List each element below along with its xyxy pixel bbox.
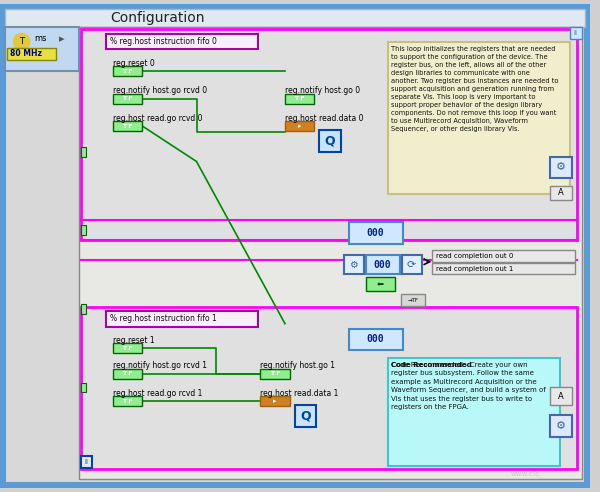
FancyBboxPatch shape bbox=[80, 383, 86, 393]
Text: This loop initializes the registers that are needed
to support the configuration: This loop initializes the registers that… bbox=[391, 46, 559, 131]
FancyBboxPatch shape bbox=[260, 397, 290, 406]
FancyBboxPatch shape bbox=[79, 27, 581, 479]
FancyBboxPatch shape bbox=[5, 9, 584, 483]
FancyBboxPatch shape bbox=[80, 456, 92, 468]
Text: % reg.host instruction fifo 1: % reg.host instruction fifo 1 bbox=[110, 314, 217, 323]
Text: 000: 000 bbox=[373, 260, 391, 270]
FancyBboxPatch shape bbox=[80, 147, 86, 156]
FancyBboxPatch shape bbox=[349, 222, 403, 244]
FancyBboxPatch shape bbox=[113, 369, 142, 379]
Text: Configuration: Configuration bbox=[110, 11, 205, 25]
Text: reg.reset 0: reg.reset 0 bbox=[113, 59, 155, 68]
Text: 80 MHz: 80 MHz bbox=[10, 49, 42, 58]
FancyBboxPatch shape bbox=[80, 29, 577, 240]
FancyBboxPatch shape bbox=[401, 294, 425, 306]
FancyBboxPatch shape bbox=[344, 255, 364, 275]
Text: ▸: ▸ bbox=[59, 33, 65, 44]
Text: →TF: →TF bbox=[407, 298, 418, 303]
Text: Code Recommended - Create your own
register bus subsystem. Follow the same
examp: Code Recommended - Create your own regis… bbox=[391, 362, 546, 410]
Text: ▸: ▸ bbox=[274, 398, 277, 404]
Text: reg.notify host.go rcvd 1: reg.notify host.go rcvd 1 bbox=[113, 361, 207, 370]
Text: II: II bbox=[85, 459, 88, 465]
FancyBboxPatch shape bbox=[285, 121, 314, 131]
Circle shape bbox=[14, 34, 29, 50]
Text: read completion out 1: read completion out 1 bbox=[436, 266, 514, 272]
Text: T F: T F bbox=[122, 68, 133, 74]
Text: T F: T F bbox=[270, 371, 280, 376]
Text: www.ele: www.ele bbox=[511, 471, 541, 477]
Text: reg.host read.data 1: reg.host read.data 1 bbox=[260, 389, 339, 398]
Text: II: II bbox=[574, 30, 578, 36]
FancyBboxPatch shape bbox=[113, 343, 142, 353]
FancyBboxPatch shape bbox=[2, 6, 587, 486]
Text: T F: T F bbox=[122, 346, 133, 351]
Text: T F: T F bbox=[122, 123, 133, 128]
FancyBboxPatch shape bbox=[365, 255, 400, 275]
FancyBboxPatch shape bbox=[570, 27, 581, 39]
Text: T F: T F bbox=[122, 399, 133, 404]
Text: ⚙: ⚙ bbox=[349, 260, 358, 270]
Text: reg.host read.go rcvd 0: reg.host read.go rcvd 0 bbox=[113, 114, 202, 123]
FancyBboxPatch shape bbox=[5, 27, 79, 71]
FancyBboxPatch shape bbox=[80, 307, 577, 469]
FancyBboxPatch shape bbox=[260, 369, 290, 379]
FancyBboxPatch shape bbox=[113, 93, 142, 103]
Text: T: T bbox=[19, 37, 24, 46]
FancyBboxPatch shape bbox=[113, 397, 142, 406]
Text: Q: Q bbox=[300, 409, 311, 423]
Text: read completion out 0: read completion out 0 bbox=[436, 253, 514, 259]
Text: T F: T F bbox=[295, 96, 305, 101]
Text: 000: 000 bbox=[367, 228, 384, 238]
FancyBboxPatch shape bbox=[113, 121, 142, 131]
FancyBboxPatch shape bbox=[550, 415, 572, 436]
FancyBboxPatch shape bbox=[388, 358, 560, 466]
FancyBboxPatch shape bbox=[349, 329, 403, 350]
Text: reg.host read.go rcvd 1: reg.host read.go rcvd 1 bbox=[113, 389, 202, 398]
Text: A: A bbox=[558, 188, 564, 197]
FancyBboxPatch shape bbox=[295, 405, 316, 427]
FancyBboxPatch shape bbox=[80, 225, 86, 235]
FancyBboxPatch shape bbox=[365, 277, 395, 291]
Text: 000: 000 bbox=[367, 335, 384, 344]
Text: reg.notify host.go rcvd 0: reg.notify host.go rcvd 0 bbox=[113, 86, 207, 95]
FancyBboxPatch shape bbox=[7, 48, 56, 61]
Text: ⚙: ⚙ bbox=[556, 162, 566, 172]
FancyBboxPatch shape bbox=[113, 66, 142, 76]
FancyBboxPatch shape bbox=[402, 255, 422, 275]
FancyBboxPatch shape bbox=[106, 34, 259, 50]
Text: ▸: ▸ bbox=[298, 123, 301, 129]
Text: ⬅: ⬅ bbox=[377, 280, 384, 289]
Text: reg.reset 1: reg.reset 1 bbox=[113, 336, 155, 345]
Text: T F: T F bbox=[122, 96, 133, 101]
Text: ms: ms bbox=[34, 34, 47, 43]
FancyBboxPatch shape bbox=[5, 9, 584, 27]
Text: ⟳: ⟳ bbox=[407, 260, 416, 270]
Text: T F: T F bbox=[122, 371, 133, 376]
FancyBboxPatch shape bbox=[550, 156, 572, 178]
Text: Q: Q bbox=[325, 134, 335, 148]
FancyBboxPatch shape bbox=[80, 304, 86, 314]
FancyBboxPatch shape bbox=[550, 186, 572, 200]
Text: reg.host read.data 0: reg.host read.data 0 bbox=[285, 114, 364, 123]
Text: reg.notify host.go 1: reg.notify host.go 1 bbox=[260, 361, 335, 370]
FancyBboxPatch shape bbox=[106, 311, 259, 327]
Text: ⚙: ⚙ bbox=[556, 421, 566, 431]
FancyBboxPatch shape bbox=[433, 263, 575, 275]
Text: Code Recommended: Code Recommended bbox=[391, 362, 472, 368]
FancyBboxPatch shape bbox=[550, 388, 572, 405]
FancyBboxPatch shape bbox=[388, 42, 570, 194]
Text: A: A bbox=[558, 392, 564, 401]
FancyBboxPatch shape bbox=[285, 93, 314, 103]
FancyBboxPatch shape bbox=[433, 250, 575, 262]
FancyBboxPatch shape bbox=[319, 130, 341, 152]
Text: reg.notify host.go 0: reg.notify host.go 0 bbox=[285, 86, 360, 95]
Text: % reg.host instruction fifo 0: % reg.host instruction fifo 0 bbox=[110, 37, 217, 46]
